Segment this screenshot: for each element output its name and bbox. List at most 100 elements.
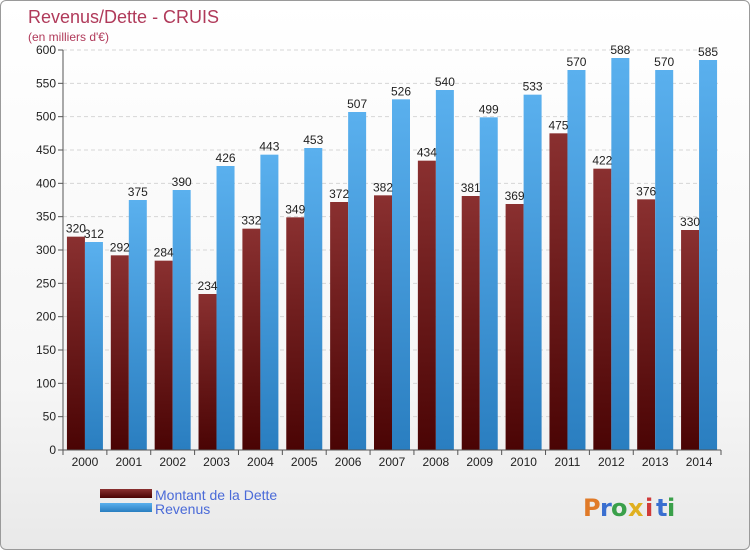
value-label: 349 — [285, 202, 305, 216]
x-tick-label: 2014 — [686, 455, 713, 469]
y-tick-label: 100 — [36, 376, 56, 390]
bar-revenue — [216, 166, 235, 450]
value-label: 443 — [259, 140, 279, 154]
y-tick-label: 550 — [36, 76, 56, 90]
legend-label-revenue: Revenus — [155, 501, 210, 517]
value-label: 585 — [698, 45, 718, 59]
bar-debt — [681, 230, 700, 450]
bar-revenue — [699, 60, 718, 450]
value-label: 426 — [216, 151, 236, 165]
y-tick-label: 150 — [36, 343, 56, 357]
bar-revenue — [435, 90, 454, 450]
value-label: 284 — [154, 246, 174, 260]
bar-debt — [198, 294, 217, 450]
bar-revenue — [567, 70, 586, 450]
value-label: 320 — [66, 222, 86, 236]
value-label: 570 — [654, 55, 674, 69]
bar-revenue — [392, 99, 410, 450]
x-axis: 2000 2001 2002 2003 2004 2005 2006 2007 2008 2009… — [62, 449, 722, 469]
bar-revenue — [655, 70, 674, 450]
bar-revenue — [260, 154, 279, 450]
bar-revenue — [523, 94, 542, 451]
bar-debt — [637, 199, 656, 450]
value-label: 540 — [435, 75, 455, 89]
y-tick-label: 500 — [36, 110, 56, 124]
x-tick-label: 2012 — [598, 455, 625, 469]
value-label: 381 — [461, 181, 481, 195]
x-tick-label: 2001 — [115, 455, 142, 469]
value-label: 475 — [548, 118, 568, 132]
bar-debt — [593, 168, 612, 450]
value-label: 422 — [592, 154, 612, 168]
x-tick-label: 2005 — [291, 455, 318, 469]
logo-letter: r — [600, 494, 612, 522]
value-label: 507 — [347, 97, 367, 111]
value-label: 570 — [566, 55, 586, 69]
bar-debt — [461, 196, 480, 450]
x-tick-label: 2009 — [466, 455, 493, 469]
bar-revenue — [348, 112, 367, 450]
value-label: 526 — [391, 84, 411, 98]
logo-letter: P — [583, 494, 601, 522]
bar-debt — [417, 160, 436, 450]
x-tick-label: 2011 — [555, 455, 581, 469]
bar-debt — [154, 260, 173, 450]
bar-revenue — [479, 117, 498, 450]
value-label: 376 — [636, 184, 656, 198]
y-tick-label: 50 — [43, 410, 57, 424]
bar-revenue — [304, 148, 323, 450]
bar-revenue — [84, 242, 103, 450]
value-label: 533 — [523, 80, 543, 94]
logo-letter: x — [628, 494, 644, 522]
bar-debt — [505, 204, 524, 450]
chart-subtitle: (en milliers d'€) — [28, 30, 109, 44]
x-tick-label: 2013 — [642, 455, 669, 469]
y-tick-label: 300 — [36, 243, 56, 257]
bar-debt — [242, 228, 261, 450]
value-label: 372 — [329, 187, 349, 201]
bar-debt — [66, 236, 85, 450]
value-label: 369 — [505, 189, 525, 203]
legend: Montant de la Dette Revenus — [100, 487, 277, 517]
value-label: 382 — [373, 180, 393, 194]
y-tick-label: 600 — [36, 43, 56, 57]
value-label: 292 — [110, 240, 130, 254]
y-tick-label: 0 — [49, 443, 56, 457]
y-tick-label: 450 — [36, 143, 56, 157]
bar-revenue — [172, 190, 191, 450]
y-tick-label: 200 — [36, 310, 56, 324]
x-tick-label: 2008 — [423, 455, 450, 469]
bar-revenue — [611, 58, 630, 450]
y-tick-label: 350 — [36, 210, 56, 224]
value-label: 453 — [303, 133, 323, 147]
x-tick-label: 2010 — [510, 455, 537, 469]
legend-label-debt: Montant de la Dette — [155, 487, 277, 503]
x-tick-label: 2004 — [247, 455, 274, 469]
x-tick-label: 2000 — [72, 455, 99, 469]
legend-swatch-revenue — [100, 503, 152, 512]
x-tick-label: 2003 — [203, 455, 230, 469]
bar-debt — [374, 195, 392, 450]
x-tick-label: 2006 — [335, 455, 362, 469]
y-axis: 0 50 100 150 200 250 300 350 400 450 500 550 600 — [36, 43, 64, 457]
legend-swatch-debt — [100, 489, 152, 498]
logo-letter: o — [611, 494, 628, 522]
value-label: 375 — [128, 185, 148, 199]
y-tick-label: 250 — [36, 276, 56, 290]
logo-letter: t — [656, 494, 667, 522]
value-label: 312 — [84, 227, 104, 241]
value-label: 499 — [479, 102, 499, 116]
x-tick-label: 2002 — [159, 455, 186, 469]
bar-debt — [549, 133, 568, 451]
bar-debt — [330, 202, 349, 450]
bar-revenue — [128, 200, 147, 450]
value-label: 390 — [172, 175, 192, 189]
value-label: 434 — [417, 146, 437, 160]
value-label: 332 — [241, 214, 261, 228]
bar-debt — [110, 255, 129, 450]
chart-title: Revenus/Dette - CRUIS — [28, 7, 219, 27]
x-tick-label: 2007 — [379, 455, 406, 469]
value-label: 588 — [610, 43, 630, 57]
